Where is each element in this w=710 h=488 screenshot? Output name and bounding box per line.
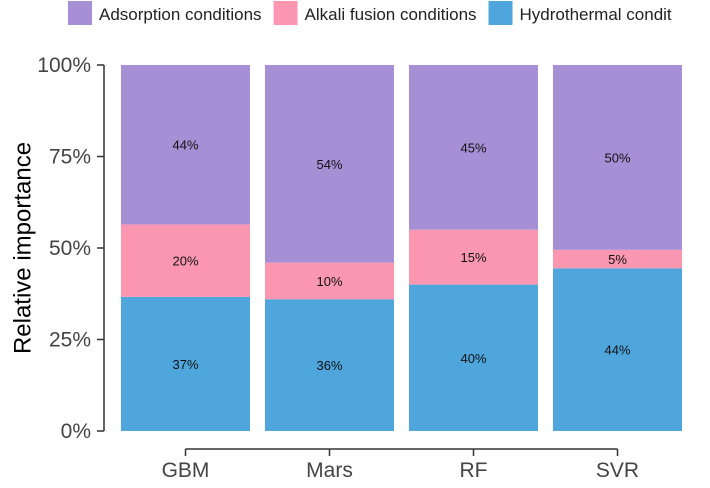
data-label: 44% [172, 138, 198, 153]
legend-swatch [273, 1, 298, 25]
data-label: 45% [460, 140, 486, 155]
segment-hydrothermal-condit-svr [553, 268, 682, 431]
bar-mars: 36% 10% 54% [265, 65, 394, 431]
x-axis: GBM Mars RF SVR [162, 448, 639, 482]
legend-item-alkali-fusion-conditions: Alkali fusion conditions [273, 1, 477, 25]
segment-alkali-fusion-conditions-gbm [121, 224, 250, 297]
data-label: 15% [460, 250, 486, 265]
x-tick-label: GBM [162, 459, 210, 482]
data-label: 40% [460, 351, 486, 366]
data-label: 5% [608, 252, 627, 267]
segment-hydrothermal-condit-rf [409, 284, 538, 431]
bar-gbm: 37% 20% 44% [121, 65, 250, 431]
legend-swatch [488, 1, 513, 25]
y-axis: 0% 25% 50% 75% 100% [37, 54, 105, 443]
x-tick-label: SVR [596, 459, 639, 482]
data-label: 50% [604, 150, 630, 165]
segment-adsorption-conditions-mars [265, 65, 394, 263]
y-tick-label: 100% [37, 54, 91, 77]
legend-label: Hydrothermal condit [520, 5, 672, 24]
y-axis-title: Relative importance [9, 142, 36, 354]
segment-adsorption-conditions-gbm [121, 65, 250, 225]
data-label: 36% [316, 358, 342, 373]
y-tick-label: 0% [61, 420, 91, 443]
data-label: 20% [172, 254, 198, 269]
y-tick-label: 25% [49, 329, 91, 352]
legend: Adsorption conditions Alkali fusion condi… [68, 1, 672, 25]
bar-rf: 40% 15% 45% [409, 65, 538, 431]
segment-hydrothermal-condit-gbm [121, 296, 250, 431]
x-tick-label: Mars [306, 459, 353, 482]
x-tick-label: RF [460, 459, 488, 482]
legend-swatch [68, 1, 92, 25]
bar-svr: 44% 5% 50% [553, 65, 682, 431]
data-label: 37% [172, 357, 198, 372]
y-tick-label: 50% [49, 237, 91, 260]
legend-item-adsorption-conditions: Adsorption conditions [68, 1, 262, 25]
segment-alkali-fusion-conditions-svr [553, 249, 682, 269]
legend-item-hydrothermal-condit: Hydrothermal condit [488, 1, 672, 25]
bars: 37% 20% 44% 36% 10% 54% 40% 15% 45% 44% 5% 50% [121, 65, 682, 431]
segment-adsorption-conditions-svr [553, 65, 682, 250]
data-label: 10% [316, 274, 342, 289]
segment-adsorption-conditions-rf [409, 65, 538, 230]
data-label: 54% [316, 157, 342, 172]
legend-label: Alkali fusion conditions [305, 5, 477, 24]
legend-label: Adsorption conditions [99, 5, 262, 24]
segment-hydrothermal-condit-mars [265, 299, 394, 431]
data-label: 44% [604, 343, 630, 358]
segment-alkali-fusion-conditions-rf [409, 229, 538, 285]
segment-alkali-fusion-conditions-mars [265, 262, 394, 300]
y-tick-label: 75% [49, 146, 91, 169]
